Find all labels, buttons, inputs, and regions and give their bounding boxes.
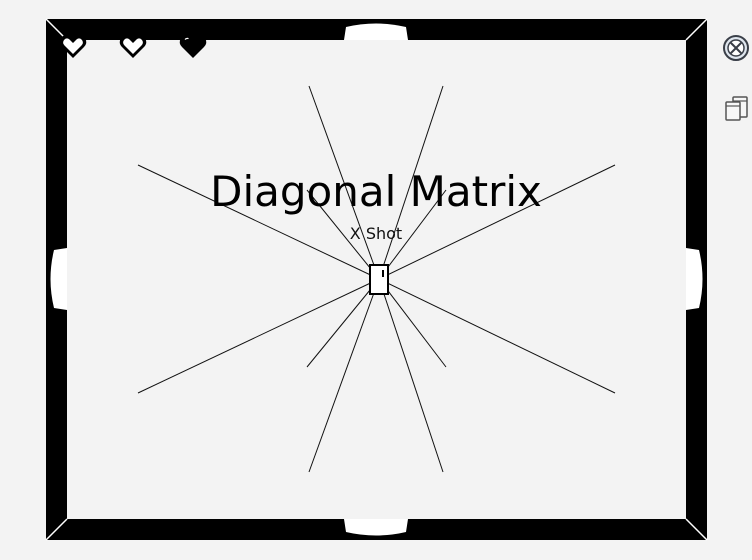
shot-line xyxy=(137,164,380,280)
shot-line xyxy=(378,85,444,280)
level-subtitle: X Shot xyxy=(349,224,403,243)
shot-line xyxy=(378,164,616,280)
heart-empty-icon xyxy=(59,34,87,58)
shot-line xyxy=(378,278,616,394)
health-hearts xyxy=(58,32,208,62)
door-bottom[interactable] xyxy=(344,519,408,536)
shot-line xyxy=(137,278,380,394)
shot-line xyxy=(308,278,380,473)
restore-window-icon[interactable] xyxy=(721,93,751,123)
shot-line xyxy=(378,278,447,368)
shot-line xyxy=(378,189,447,280)
heart-full-icon xyxy=(179,34,207,58)
shot-line xyxy=(308,85,380,280)
shot-line xyxy=(378,278,444,473)
corner-bevel-bottom-left xyxy=(45,518,68,541)
shot-line xyxy=(306,278,380,368)
heart-empty-icon xyxy=(119,34,147,58)
door-top[interactable] xyxy=(344,23,408,41)
corner-bevel-bottom-right xyxy=(685,518,708,541)
player xyxy=(369,264,389,295)
corner-bevel-top-right xyxy=(685,18,708,41)
player-body xyxy=(369,264,389,295)
close-icon[interactable] xyxy=(721,33,751,63)
door-right[interactable] xyxy=(686,248,703,310)
level-title: Diagonal Matrix xyxy=(210,167,542,216)
shot-lines xyxy=(137,85,616,473)
door-left[interactable] xyxy=(50,248,68,310)
shot-line xyxy=(306,189,380,280)
